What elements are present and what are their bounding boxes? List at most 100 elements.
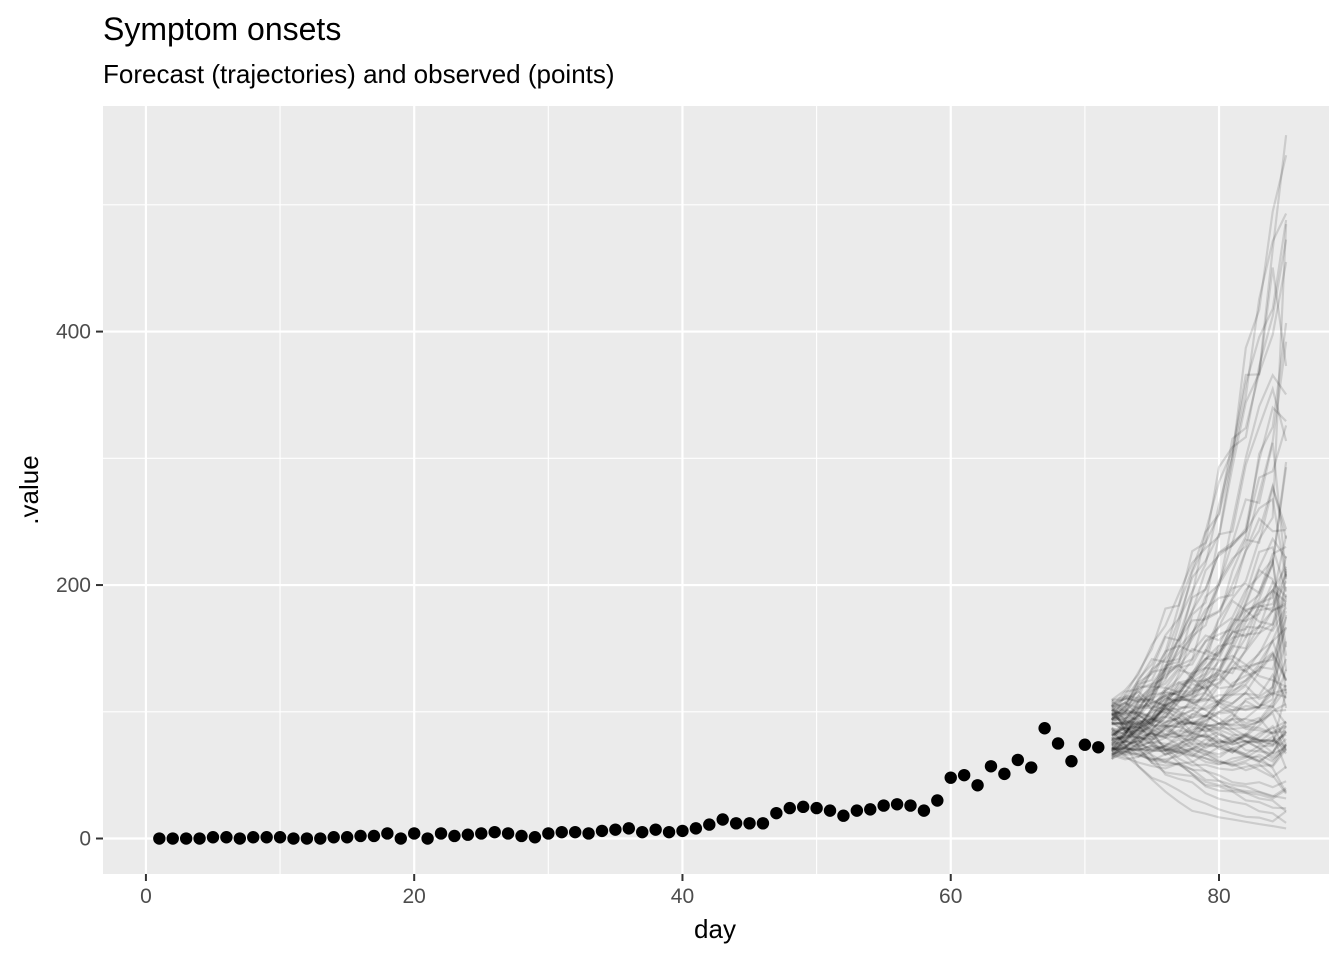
chart-subtitle: Forecast (trajectories) and observed (po… [103, 59, 615, 89]
forecast-trajectory [1111, 693, 1287, 735]
forecast-trajectory [1111, 731, 1287, 779]
observed-point [984, 760, 998, 773]
forecast-trajectory [1111, 692, 1287, 746]
forecast-trajectory [1110, 385, 1288, 721]
forecast-trajectory [1111, 651, 1288, 730]
observed-point [448, 829, 461, 843]
forecast-trajectory [1111, 405, 1287, 715]
forecast-trajectory [1111, 545, 1287, 724]
plot-panel [103, 106, 1329, 874]
observed-point [944, 771, 957, 784]
forecast-trajectory [1111, 516, 1287, 708]
forecast-trajectory [1111, 595, 1288, 760]
observed-point [515, 829, 528, 843]
forecast-trajectory [1111, 652, 1288, 756]
forecast-trajectory [1111, 747, 1287, 823]
x-tick-label: 20 [403, 885, 426, 908]
forecast-trajectory [1111, 535, 1288, 731]
y-tick-label: 0 [79, 828, 91, 851]
forecast-trajectory [1111, 684, 1287, 717]
forecast-trajectory [1110, 213, 1288, 742]
observed-point [770, 806, 783, 820]
forecast-trajectory [1111, 322, 1288, 750]
observed-point [582, 827, 595, 840]
observed-point [1051, 737, 1065, 750]
forecast-trajectory [1111, 733, 1287, 761]
observed-point [287, 832, 300, 845]
forecast-trajectory [1111, 688, 1287, 737]
observed-point [1038, 722, 1051, 735]
observed-point [555, 825, 568, 839]
forecast-trajectory [1111, 589, 1287, 737]
forecast-trajectory [1111, 614, 1288, 753]
observed-point [756, 817, 770, 830]
observed-point [421, 832, 434, 845]
forecast-trajectory [1110, 425, 1288, 758]
observed-points [153, 722, 1105, 845]
observed-point [810, 801, 823, 815]
forecast-trajectory [1110, 267, 1288, 721]
forecast-trajectory [1111, 733, 1287, 758]
observed-point [716, 813, 729, 826]
y-axis: 0 200 400 [56, 321, 103, 851]
forecast-trajectory [1111, 568, 1288, 720]
observed-point [837, 809, 850, 822]
forecast-trajectory [1111, 672, 1288, 747]
forecast-trajectory [1110, 224, 1288, 760]
grid-major [103, 106, 1329, 874]
forecast-trajectory [1111, 699, 1288, 763]
forecast-trajectory [1110, 730, 1287, 798]
forecast-trajectory [1111, 709, 1287, 800]
observed-point [1078, 738, 1092, 751]
observed-point [676, 824, 689, 838]
observed-point [206, 831, 220, 844]
observed-point [971, 779, 984, 792]
forecast-trajectory [1111, 669, 1288, 754]
observed-point [193, 832, 206, 845]
forecast-trajectory [1111, 722, 1287, 758]
forecast-trajectory [1111, 654, 1287, 717]
observed-point [904, 799, 917, 812]
observed-point [394, 832, 407, 845]
forecast-trajectory [1110, 727, 1287, 830]
forecast-trajectory [1111, 593, 1288, 736]
observed-point [434, 827, 448, 840]
observed-point [823, 804, 837, 817]
observed-point [890, 798, 904, 811]
forecast-trajectory [1111, 715, 1287, 824]
observed-point [568, 825, 582, 839]
forecast-trajectory [1110, 442, 1288, 751]
x-axis: 0 20 40 60 80 [140, 874, 1231, 908]
forecast-trajectory [1111, 720, 1287, 764]
observed-point [153, 832, 166, 845]
forecast-trajectory [1111, 691, 1287, 725]
forecast-trajectory [1110, 706, 1287, 813]
observed-point [542, 827, 555, 840]
observed-point [864, 803, 877, 816]
grid-minor [103, 106, 1329, 874]
forecast-trajectory [1111, 744, 1288, 772]
forecast-trajectory [1111, 738, 1287, 766]
observed-point [729, 817, 743, 830]
forecast-trajectory [1110, 704, 1287, 810]
forecast-trajectory [1111, 616, 1288, 732]
chart-title: Symptom onsets [103, 11, 341, 47]
observed-point [917, 804, 931, 817]
observed-point [622, 822, 636, 835]
observed-point [1025, 761, 1038, 774]
forecast-trajectory [1111, 219, 1288, 742]
forecast-trajectory [1111, 658, 1288, 713]
observed-point [957, 768, 971, 782]
observed-point [314, 832, 327, 845]
forecast-trajectory [1111, 729, 1287, 756]
forecast-trajectory [1110, 372, 1288, 752]
forecast-trajectory [1111, 639, 1288, 717]
forecast-trajectory [1111, 558, 1288, 747]
forecast-trajectory [1110, 716, 1287, 755]
forecast-trajectory [1110, 154, 1288, 747]
observed-point [381, 827, 394, 840]
forecast-trajectory [1110, 580, 1288, 753]
observed-point [475, 827, 488, 840]
observed-point [1092, 741, 1105, 754]
forecast-trajectory [1111, 568, 1288, 753]
